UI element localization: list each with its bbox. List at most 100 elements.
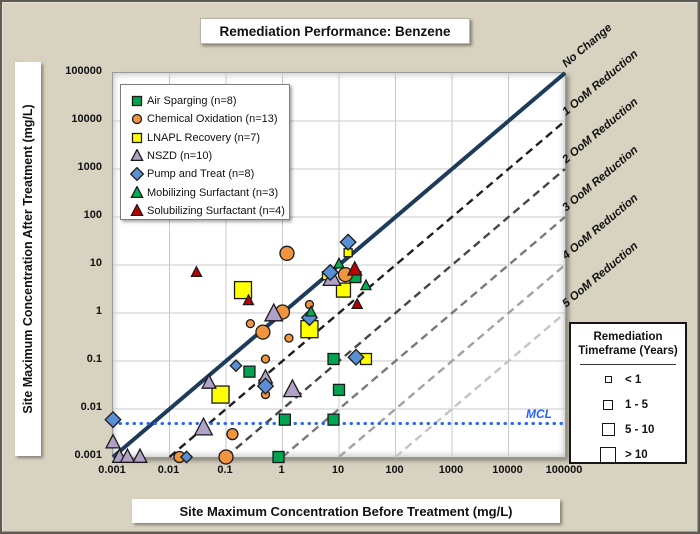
chemical-oxidation-point	[226, 427, 239, 441]
legend-item-label: Pump and Treat (n=8)	[147, 168, 255, 181]
legend-item: NSZD (n=10)	[130, 147, 289, 165]
air-sparging-point	[327, 352, 340, 366]
legend-item-label: NSZD (n=10)	[147, 150, 213, 163]
circle-legend-marker	[131, 114, 143, 125]
lnapl-recovery-point	[335, 282, 352, 298]
solubilizing-surfactant-point	[346, 260, 363, 276]
triangle-marker	[130, 185, 144, 198]
technology-legend: Air Sparging (n=8) Chemical Oxidation (n=…	[120, 84, 290, 220]
plot-area	[104, 71, 567, 465]
legend-item-label: Chemical Oxidation (n=13)	[147, 113, 278, 126]
x-tick-label: 1000	[438, 464, 464, 476]
timeframe-item: > 10	[571, 442, 685, 467]
triangle-legend-marker	[130, 185, 144, 198]
chemical-oxidation-point	[260, 354, 271, 364]
x-tick-label: 0.01	[157, 464, 180, 476]
timeframe-item-label: 1 - 5	[625, 398, 649, 411]
triangle-legend-marker	[130, 203, 144, 216]
solubilizing-surfactant-point	[242, 293, 255, 306]
timeframe-swatch	[603, 399, 613, 410]
triangle-legend-marker	[130, 149, 144, 162]
timeframe-item: 1 - 5	[571, 392, 685, 417]
timeframe-item-label: < 1	[625, 373, 642, 386]
y-axis-title: Site Maximum Concentration After Treatme…	[15, 62, 41, 456]
legend-item: Chemical Oxidation (n=13)	[130, 110, 289, 128]
pump-and-treat-point	[229, 359, 243, 373]
diamond-legend-marker	[130, 167, 144, 182]
y-tick-label: 0.001	[74, 449, 102, 461]
air-sparging-point	[243, 365, 256, 378]
timeframe-item: < 1	[571, 367, 685, 392]
legend-item: Air Sparging (n=8)	[130, 92, 289, 110]
x-axis-title-text: Site Maximum Concentration Before Treatm…	[179, 503, 513, 519]
legend-item-label: LNAPL Recovery (n=7)	[147, 131, 261, 144]
y-tick-label: 10	[89, 257, 102, 269]
x-tick-label: 10000	[492, 464, 523, 476]
legend-item-label: Solubilizing Surfactant (n=4)	[147, 204, 285, 217]
legend-item: LNAPL Recovery (n=7)	[130, 129, 289, 147]
square-legend-marker	[131, 132, 143, 143]
nszd-point	[193, 416, 214, 436]
lnapl-recovery-point	[211, 385, 230, 404]
triangle-marker	[130, 203, 144, 216]
diagonal-line-1	[168, 120, 566, 458]
timeframe-item: 5 - 10	[571, 417, 685, 442]
diagonal-line-4	[338, 264, 566, 458]
solubilizing-surfactant-point	[190, 265, 203, 277]
air-sparging-point	[332, 383, 346, 397]
y-axis-title-text: Site Maximum Concentration After Treatme…	[21, 104, 35, 414]
y-tick-label: 100000	[65, 65, 102, 77]
triangle-marker	[130, 149, 144, 162]
mobilizing-surfactant-point	[332, 256, 346, 269]
chemical-oxidation-point	[284, 333, 294, 343]
air-sparging-point	[272, 450, 285, 464]
lnapl-recovery-point	[233, 280, 253, 300]
diagonal-label: No Change	[560, 21, 615, 70]
y-tick-label: 1000	[77, 161, 102, 173]
legend-item-label: Air Sparging (n=8)	[147, 95, 237, 108]
y-tick-label: 100	[83, 209, 102, 221]
y-tick-label: 0.1	[86, 353, 102, 365]
x-tick-label: 100	[385, 464, 404, 476]
pump-and-treat-point	[321, 263, 339, 282]
chart-title: Remediation Performance: Benzene	[200, 18, 470, 44]
legend-item: Solubilizing Surfactant (n=4)	[130, 202, 289, 220]
diagonal-line-5	[394, 312, 566, 458]
x-tick-label: 0.1	[217, 464, 233, 476]
pump-and-treat-point	[347, 348, 365, 366]
square-legend-marker	[131, 95, 143, 107]
mobilizing-surfactant-point	[359, 278, 373, 291]
timeframe-swatch	[601, 423, 615, 436]
circle-marker	[131, 114, 143, 125]
diamond-marker	[130, 167, 144, 182]
x-tick-label: 10	[331, 464, 345, 476]
square-marker	[131, 132, 143, 143]
legend-item-label: Mobilizing Surfactant (n=3)	[147, 186, 279, 199]
nszd-point	[132, 447, 148, 463]
x-tick-label: 0.001	[98, 464, 126, 476]
pump-and-treat-point	[256, 377, 275, 395]
diagonal-line-3	[281, 216, 566, 458]
timeframe-item-label: > 10	[625, 448, 648, 461]
air-sparging-point	[278, 413, 291, 426]
diagonal-line-2	[225, 168, 566, 458]
nszd-point	[105, 433, 121, 449]
air-sparging-point	[327, 413, 340, 426]
nszd-point	[263, 302, 284, 322]
x-tick-label: 100000	[545, 464, 583, 476]
chart-title-text: Remediation Performance: Benzene	[219, 23, 451, 39]
timeframe-swatch	[604, 376, 612, 383]
chemical-oxidation-point	[255, 324, 271, 340]
pump-and-treat-point	[339, 233, 357, 251]
scatter-plot	[104, 71, 567, 465]
legend-item: Mobilizing Surfactant (n=3)	[130, 183, 289, 201]
x-axis-title: Site Maximum Concentration Before Treatm…	[132, 499, 560, 523]
mobilizing-surfactant-point	[304, 304, 318, 317]
nszd-point	[282, 378, 303, 398]
pump-and-treat-point	[104, 410, 122, 429]
timeframe-item-label: 5 - 10	[625, 423, 655, 436]
y-tick-label: 1	[95, 305, 102, 317]
timeframe-legend-divider	[580, 364, 676, 365]
chemical-oxidation-point	[218, 449, 234, 465]
mcl-label: MCL	[526, 407, 552, 421]
